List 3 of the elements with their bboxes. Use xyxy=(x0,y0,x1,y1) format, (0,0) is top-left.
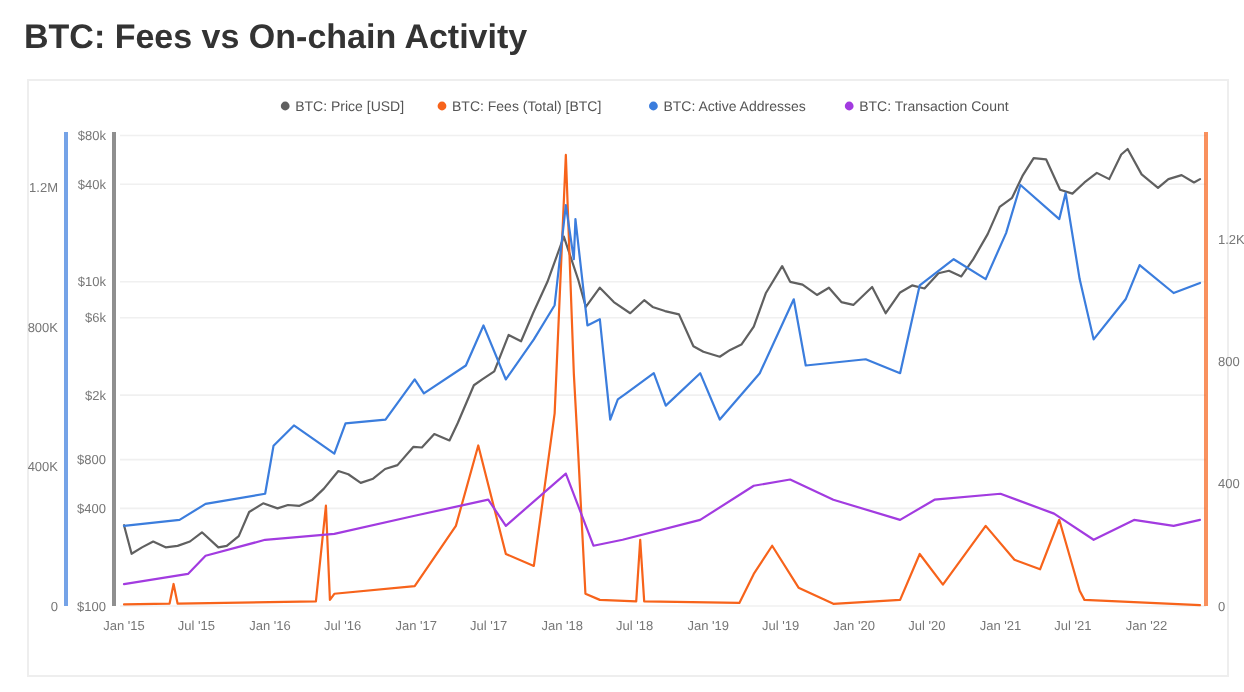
line-series xyxy=(122,183,1202,527)
line-series xyxy=(122,472,1202,586)
chart-title: BTC: Fees vs On-chain Activity xyxy=(24,18,529,56)
